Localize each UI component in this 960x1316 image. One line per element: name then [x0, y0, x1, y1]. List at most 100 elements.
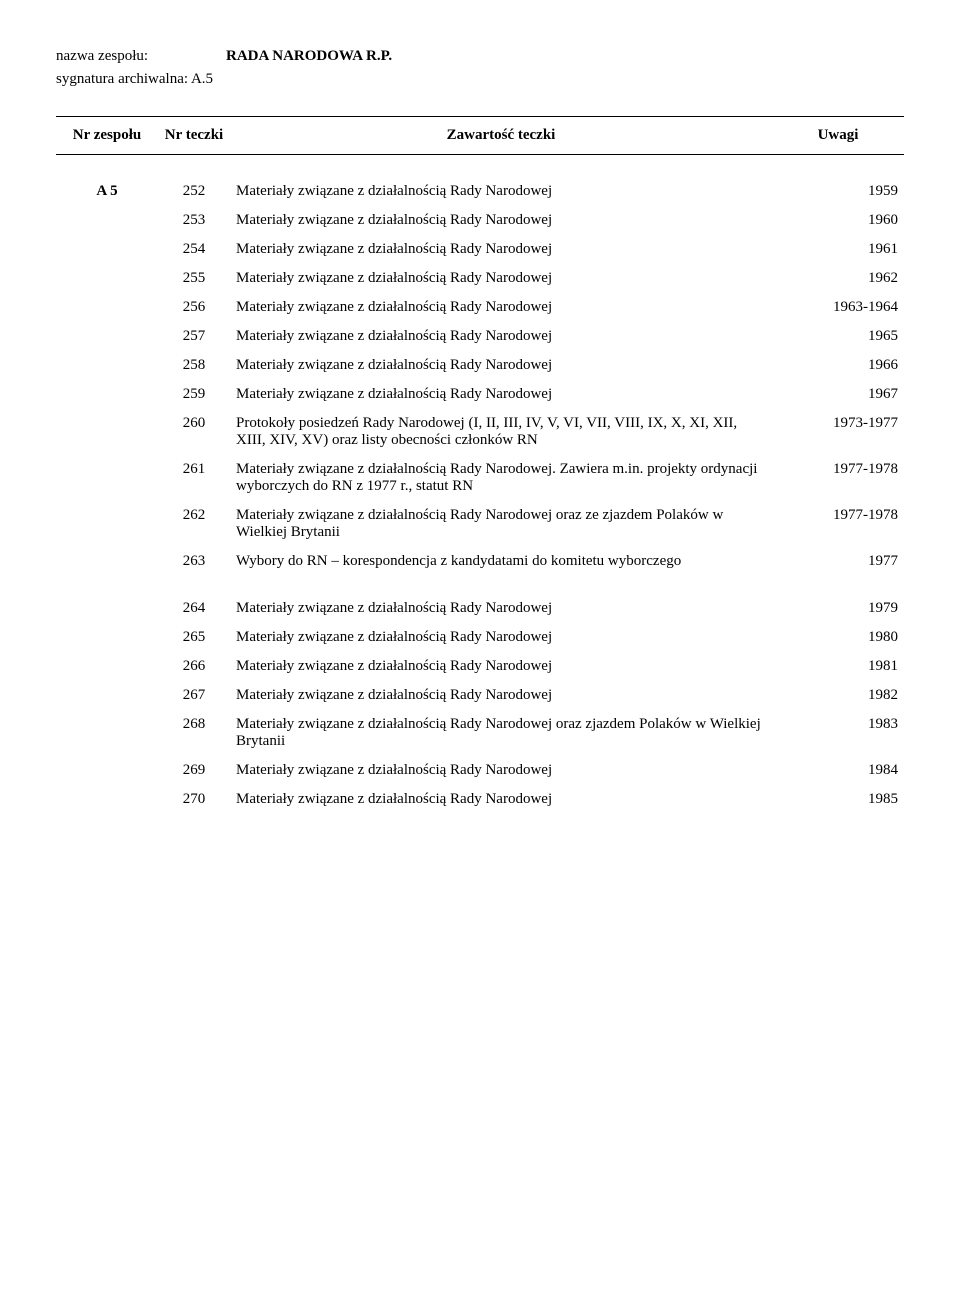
cell-group [56, 293, 158, 322]
cell-content: Materiały związane z działalnością Rady … [230, 293, 772, 322]
cell-remarks: 1983 [772, 710, 904, 756]
header-sig-row: sygnatura archiwalna: A.5 [56, 71, 904, 88]
cell-content: Materiały związane z działalnością Rady … [230, 206, 772, 235]
table-row: 261Materiały związane z działalnością Ra… [56, 455, 904, 501]
cell-nr: 262 [158, 501, 230, 547]
cell-remarks: 1981 [772, 652, 904, 681]
cell-nr: 254 [158, 235, 230, 264]
col-header-remarks: Uwagi [772, 117, 904, 155]
col-header-nrt: Nr teczki [158, 117, 230, 155]
cell-nr: 267 [158, 681, 230, 710]
cell-remarks: 1973-1977 [772, 409, 904, 455]
table-row: 268Materiały związane z działalnością Ra… [56, 710, 904, 756]
table-row: 260Protokoły posiedzeń Rady Narodowej (I… [56, 409, 904, 455]
cell-group [56, 576, 158, 623]
cell-nr: 265 [158, 623, 230, 652]
cell-remarks: 1961 [772, 235, 904, 264]
cell-group [56, 623, 158, 652]
cell-remarks: 1967 [772, 380, 904, 409]
cell-group [56, 652, 158, 681]
cell-group [56, 710, 158, 756]
cell-group [56, 380, 158, 409]
cell-nr: 268 [158, 710, 230, 756]
cell-remarks: 1962 [772, 264, 904, 293]
cell-nr: 269 [158, 756, 230, 785]
cell-group [56, 756, 158, 785]
cell-remarks: 1963-1964 [772, 293, 904, 322]
cell-group: A 5 [56, 155, 158, 207]
table-row: 265Materiały związane z działalnością Ra… [56, 623, 904, 652]
cell-nr: 253 [158, 206, 230, 235]
cell-content: Materiały związane z działalnością Rady … [230, 756, 772, 785]
table-row: 267Materiały związane z działalnością Ra… [56, 681, 904, 710]
cell-group [56, 351, 158, 380]
cell-group [56, 785, 158, 814]
header-name-label: nazwa zespołu: [56, 48, 226, 65]
table-row: 254Materiały związane z działalnością Ra… [56, 235, 904, 264]
cell-remarks: 1977 [772, 547, 904, 576]
table-row: A 5252Materiały związane z działalnością… [56, 155, 904, 207]
table-row: 270Materiały związane z działalnością Ra… [56, 785, 904, 814]
cell-content: Protokoły posiedzeń Rady Narodowej (I, I… [230, 409, 772, 455]
cell-group [56, 206, 158, 235]
cell-content: Materiały związane z działalnością Rady … [230, 785, 772, 814]
cell-remarks: 1959 [772, 155, 904, 207]
table-row: 259Materiały związane z działalnością Ra… [56, 380, 904, 409]
cell-group [56, 547, 158, 576]
table-row: 269Materiały związane z działalnością Ra… [56, 756, 904, 785]
col-header-nrz: Nr zespołu [56, 117, 158, 155]
cell-remarks: 1977-1978 [772, 501, 904, 547]
cell-content: Materiały związane z działalnością Rady … [230, 264, 772, 293]
table-row: 258Materiały związane z działalnością Ra… [56, 351, 904, 380]
cell-remarks: 1982 [772, 681, 904, 710]
cell-group [56, 455, 158, 501]
table-header-row: Nr zespołu Nr teczki Zawartość teczki Uw… [56, 117, 904, 155]
cell-nr: 255 [158, 264, 230, 293]
cell-content: Materiały związane z działalnością Rady … [230, 155, 772, 207]
cell-content: Materiały związane z działalnością Rady … [230, 501, 772, 547]
header-sig-label: sygnatura archiwalna: A.5 [56, 71, 213, 88]
cell-group [56, 235, 158, 264]
cell-content: Materiały związane z działalnością Rady … [230, 623, 772, 652]
cell-nr: 260 [158, 409, 230, 455]
cell-nr: 258 [158, 351, 230, 380]
table-row: 262Materiały związane z działalnością Ra… [56, 501, 904, 547]
cell-nr: 256 [158, 293, 230, 322]
cell-remarks: 1977-1978 [772, 455, 904, 501]
cell-content: Materiały związane z działalnością Rady … [230, 652, 772, 681]
col-header-content: Zawartość teczki [230, 117, 772, 155]
cell-nr: 259 [158, 380, 230, 409]
cell-content: Materiały związane z działalnością Rady … [230, 380, 772, 409]
cell-remarks: 1979 [772, 576, 904, 623]
cell-nr: 261 [158, 455, 230, 501]
table-row: 264Materiały związane z działalnością Ra… [56, 576, 904, 623]
cell-nr: 252 [158, 155, 230, 207]
cell-content: Wybory do RN – korespondencja z kandydat… [230, 547, 772, 576]
cell-content: Materiały związane z działalnością Rady … [230, 235, 772, 264]
inventory-table: Nr zespołu Nr teczki Zawartość teczki Uw… [56, 116, 904, 814]
cell-remarks: 1966 [772, 351, 904, 380]
table-row: 257Materiały związane z działalnością Ra… [56, 322, 904, 351]
cell-group [56, 501, 158, 547]
cell-content: Materiały związane z działalnością Rady … [230, 681, 772, 710]
cell-group [56, 264, 158, 293]
cell-group [56, 409, 158, 455]
cell-content: Materiały związane z działalnością Rady … [230, 322, 772, 351]
cell-nr: 266 [158, 652, 230, 681]
table-row: 255Materiały związane z działalnością Ra… [56, 264, 904, 293]
header-name-value: RADA NARODOWA R.P. [226, 48, 392, 65]
cell-group [56, 322, 158, 351]
cell-nr: 263 [158, 547, 230, 576]
cell-content: Materiały związane z działalnością Rady … [230, 576, 772, 623]
table-row: 253Materiały związane z działalnością Ra… [56, 206, 904, 235]
cell-remarks: 1960 [772, 206, 904, 235]
cell-nr: 264 [158, 576, 230, 623]
cell-content: Materiały związane z działalnością Rady … [230, 351, 772, 380]
table-row: 256Materiały związane z działalnością Ra… [56, 293, 904, 322]
header-name-row: nazwa zespołu: RADA NARODOWA R.P. [56, 48, 904, 65]
cell-remarks: 1984 [772, 756, 904, 785]
cell-nr: 257 [158, 322, 230, 351]
cell-content: Materiały związane z działalnością Rady … [230, 710, 772, 756]
cell-remarks: 1965 [772, 322, 904, 351]
cell-group [56, 681, 158, 710]
